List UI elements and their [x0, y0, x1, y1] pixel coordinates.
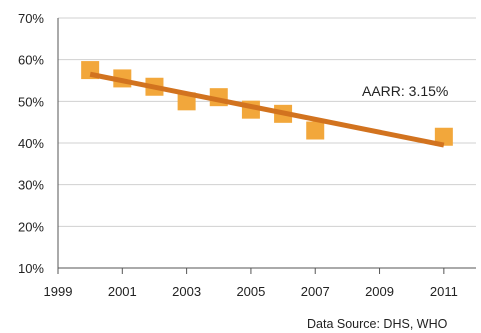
trendline [89, 71, 445, 148]
x-tick-label: 1999 [44, 284, 73, 299]
data-source-note: Data Source: DHS, WHO [307, 317, 448, 331]
x-tick-label: 2011 [430, 284, 458, 299]
data-point [306, 121, 325, 140]
aarr-annotation: AARR: 3.15% [362, 83, 448, 99]
x-tick-label: 2003 [172, 284, 201, 299]
y-tick-label: 10% [18, 261, 44, 276]
data-points [81, 61, 453, 146]
y-tick-label: 20% [18, 219, 44, 234]
y-tick-label: 60% [18, 53, 44, 68]
axes [57, 18, 476, 274]
x-tick-label: 2005 [236, 284, 265, 299]
y-tick-label: 70% [18, 11, 44, 26]
gridlines [58, 17, 476, 227]
x-tick-label: 2009 [365, 284, 394, 299]
y-tick-labels: 10% 20% 30% 40% 50% 60% 70% [18, 11, 44, 276]
y-tick-label: 50% [18, 94, 44, 109]
data-point [434, 127, 453, 146]
y-tick-label: 30% [18, 178, 44, 193]
x-tick-label: 2007 [301, 284, 330, 299]
trendline-group [89, 71, 445, 148]
x-tick-label: 2001 [108, 284, 137, 299]
y-tick-label: 40% [18, 136, 44, 151]
x-tick-labels: 1999 2001 2003 2005 2007 2009 2011 [44, 284, 458, 299]
